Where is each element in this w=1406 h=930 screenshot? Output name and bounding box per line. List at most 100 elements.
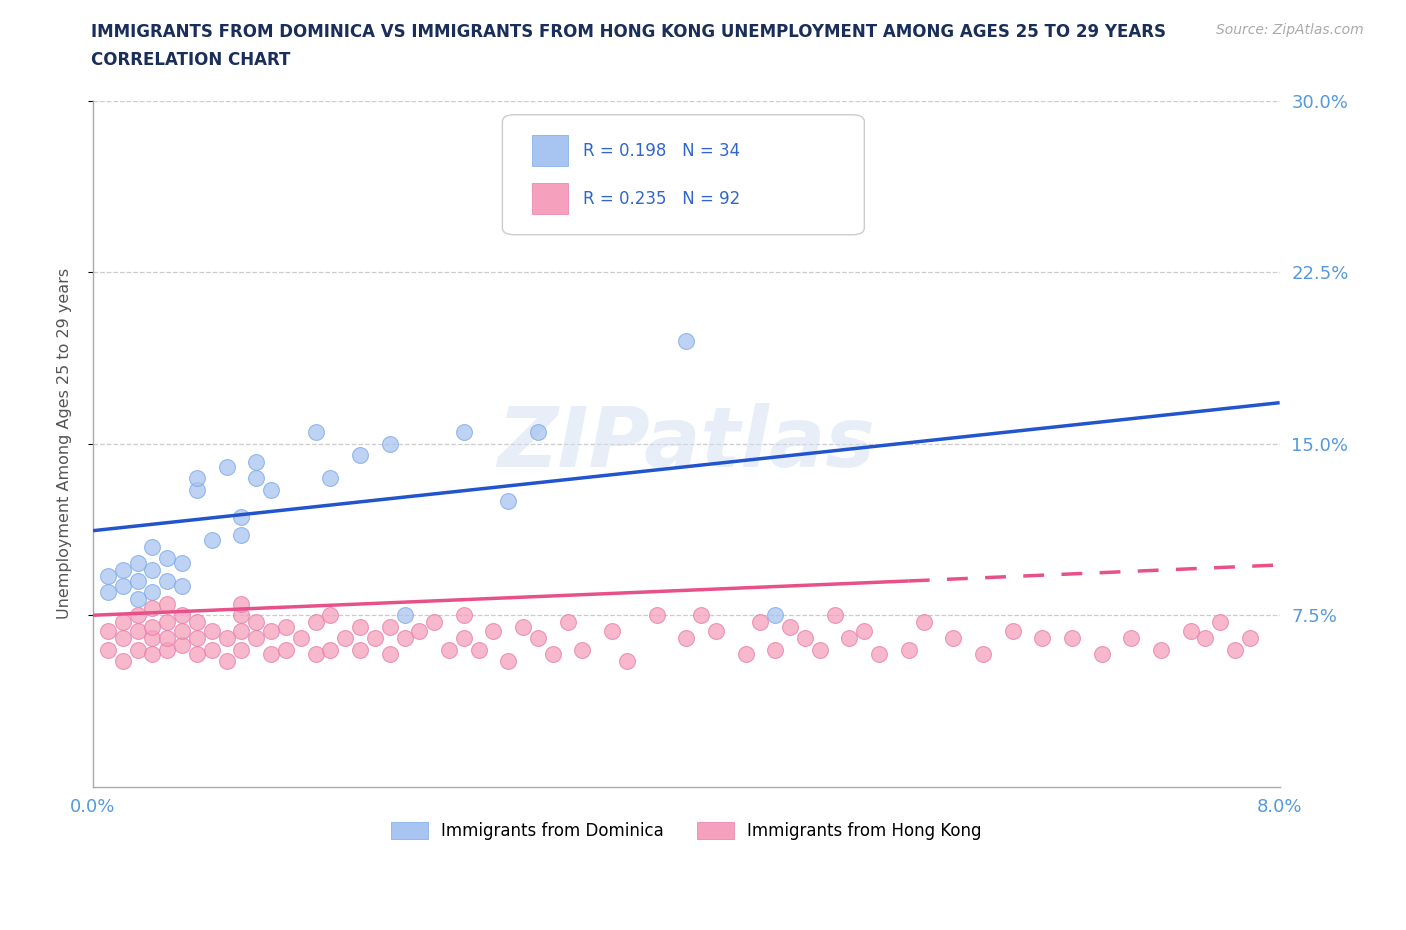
Point (498, 654, 520, 669)
Point (349, 619, 371, 634)
Point (394, 608, 416, 623)
Point (111, 654, 134, 669)
Point (156, 631, 179, 645)
Point (186, 482, 208, 497)
Point (1223, 642, 1246, 657)
Point (170, 624, 193, 639)
Point (824, 608, 846, 623)
Point (156, 642, 179, 657)
Point (571, 642, 593, 657)
Point (156, 551, 179, 565)
Point (378, 646, 401, 661)
Point (186, 471, 208, 485)
Point (97, 569, 120, 584)
Point (141, 585, 163, 600)
Point (127, 591, 149, 606)
Point (274, 619, 297, 634)
Point (1239, 631, 1261, 645)
Point (942, 631, 965, 645)
Point (838, 631, 860, 645)
Point (186, 615, 208, 630)
Point (1091, 646, 1114, 661)
Point (127, 574, 149, 589)
Point (1060, 631, 1083, 645)
Point (319, 608, 342, 623)
Point (215, 654, 238, 669)
Point (423, 615, 446, 630)
Point (675, 334, 697, 349)
Point (231, 596, 253, 611)
Point (141, 646, 163, 661)
Point (437, 642, 460, 657)
Point (245, 455, 267, 470)
Point (394, 631, 416, 645)
FancyBboxPatch shape (502, 114, 865, 234)
Text: R = 0.198   N = 34: R = 0.198 N = 34 (583, 141, 740, 160)
Text: IMMIGRANTS FROM DOMINICA VS IMMIGRANTS FROM HONG KONG UNEMPLOYMENT AMONG AGES 25: IMMIGRANTS FROM DOMINICA VS IMMIGRANTS F… (91, 23, 1167, 41)
Point (453, 608, 475, 623)
Point (156, 615, 179, 630)
Text: CORRELATION CHART: CORRELATION CHART (91, 51, 291, 69)
Point (763, 642, 786, 657)
Point (231, 608, 253, 623)
Point (215, 459, 238, 474)
Point (245, 471, 267, 485)
Point (186, 646, 208, 661)
Y-axis label: Unemployment Among Ages 25 to 29 years: Unemployment Among Ages 25 to 29 years (58, 268, 72, 619)
Point (1001, 624, 1024, 639)
Text: Source: ZipAtlas.com: Source: ZipAtlas.com (1216, 23, 1364, 37)
Point (319, 642, 342, 657)
Point (972, 646, 994, 661)
Point (616, 654, 638, 669)
Point (749, 615, 772, 630)
Point (141, 631, 163, 645)
Point (763, 608, 786, 623)
Point (127, 555, 149, 570)
Point (260, 646, 283, 661)
Point (527, 425, 550, 440)
Point (600, 624, 623, 639)
Point (378, 436, 401, 451)
Point (690, 608, 713, 623)
Point (467, 642, 489, 657)
Point (482, 624, 505, 639)
Point (260, 624, 283, 639)
Point (290, 631, 312, 645)
Point (97, 642, 120, 657)
Point (453, 425, 475, 440)
Point (912, 615, 935, 630)
Point (170, 608, 193, 623)
Point (304, 425, 326, 440)
Point (156, 574, 179, 589)
Point (156, 596, 179, 611)
Point (704, 624, 727, 639)
Point (527, 631, 550, 645)
Point (231, 624, 253, 639)
Point (378, 619, 401, 634)
Text: ZIPatlas: ZIPatlas (498, 404, 876, 485)
Point (201, 624, 224, 639)
Point (541, 646, 564, 661)
Point (97, 585, 120, 600)
Point (111, 615, 134, 630)
Point (215, 631, 238, 645)
Point (512, 619, 534, 634)
Bar (531, 136, 568, 166)
Point (319, 471, 342, 485)
Point (141, 562, 163, 577)
Point (600, 174, 623, 189)
Point (231, 510, 253, 525)
Legend: Immigrants from Dominica, Immigrants from Hong Kong: Immigrants from Dominica, Immigrants fro… (384, 816, 988, 847)
Point (734, 646, 756, 661)
Point (274, 642, 297, 657)
Point (97, 624, 120, 639)
Point (453, 631, 475, 645)
Point (141, 601, 163, 616)
Point (170, 578, 193, 593)
Point (170, 555, 193, 570)
Point (304, 646, 326, 661)
Point (408, 624, 430, 639)
Point (897, 642, 920, 657)
Point (186, 631, 208, 645)
Point (231, 528, 253, 543)
